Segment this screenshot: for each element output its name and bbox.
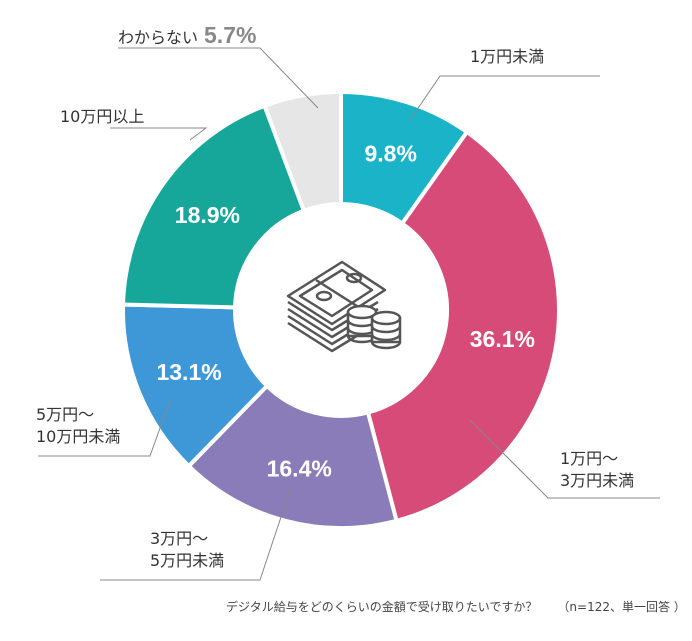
- money-stack-coins-icon: [286, 260, 402, 353]
- leader-line-over-100k: [110, 127, 208, 141]
- label-over-100k: 10万円以上: [60, 107, 145, 126]
- label-10k-30k: 1万円〜 3万円未満: [560, 449, 635, 490]
- value-label-over-100k: 18.9%: [175, 202, 240, 228]
- label-50k-100k: 5万円〜 10万円未満: [36, 405, 121, 446]
- slice-30k-50k: [185, 383, 399, 530]
- leader-line-50k-100k: [38, 399, 171, 457]
- leader-line-unknown: [118, 47, 319, 109]
- value-label-unknown: 5.7%: [204, 22, 257, 48]
- value-label-30k-50k: 16.4%: [267, 456, 332, 482]
- leader-line-under-10k: [409, 75, 600, 121]
- label-unknown: わからない 5.7%: [118, 22, 257, 48]
- value-label-10k-30k: 36.1%: [470, 326, 535, 352]
- value-label-under-10k: 9.8%: [364, 141, 416, 167]
- value-label-50k-100k: 13.1%: [156, 359, 221, 385]
- leader-line-30k-50k: [100, 489, 291, 581]
- slice-unknown: [262, 89, 343, 214]
- slice-10k-30k: [365, 129, 561, 524]
- leader-line-10k-30k: [469, 419, 660, 499]
- label-under-10k: 1万円未満: [470, 47, 545, 66]
- footnote: デジタル給与をどのくらいの金額で受け取りたいですか？ （n=122、単一回答 ）: [226, 600, 686, 614]
- label-30k-50k: 3万円〜 5万円未満: [150, 529, 225, 570]
- slice-over-100k: [121, 103, 307, 310]
